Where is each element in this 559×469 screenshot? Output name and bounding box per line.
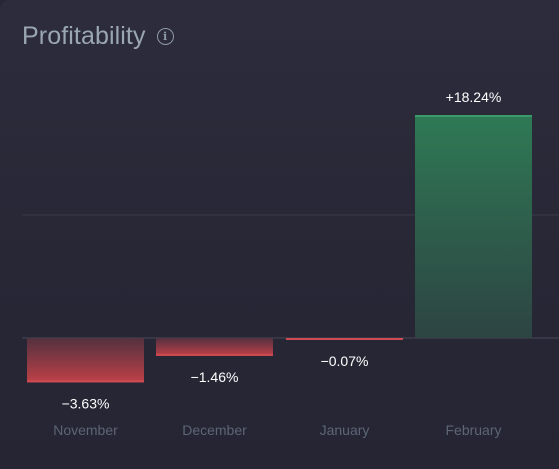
- category-label-november: November: [53, 422, 118, 438]
- value-label-february: +18.24%: [446, 89, 502, 105]
- bar-december[interactable]: [156, 338, 273, 356]
- category-label-december: December: [182, 422, 247, 438]
- bar-bottom-highlight: [27, 380, 144, 383]
- info-icon[interactable]: i: [156, 28, 174, 45]
- value-label-november: −3.63%: [62, 395, 110, 411]
- card-title: Profitability: [22, 22, 146, 50]
- bar-november[interactable]: [27, 338, 144, 383]
- value-label-december: −1.46%: [191, 369, 239, 385]
- category-label-january: January: [320, 422, 370, 438]
- value-label-january: −0.07%: [321, 353, 369, 369]
- bar-bottom-highlight: [156, 353, 273, 356]
- bar-bottom-highlight: [286, 338, 403, 340]
- card-header: Profitability i: [22, 22, 174, 51]
- bar-february[interactable]: [415, 115, 532, 338]
- category-label-february: February: [445, 422, 501, 438]
- bar-top-highlight: [415, 115, 532, 117]
